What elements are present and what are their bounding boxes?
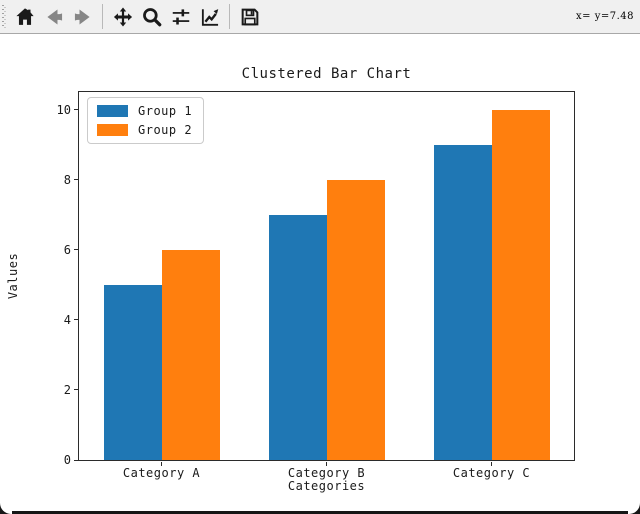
navigation-toolbar: x= y=7.48: [0, 0, 640, 34]
axes-plot-area[interactable]: 0 2 4 6 8 10 Category A Category B Category C Gro…: [57, 91, 575, 480]
y-tick-mark: [74, 389, 78, 391]
bar-group-1-category-c: [433, 144, 492, 460]
home-button[interactable]: [11, 3, 38, 31]
zoom-button[interactable]: [138, 3, 165, 31]
y-tick-mark: [74, 179, 78, 181]
window-corner-left: [0, 503, 12, 514]
y-tick-label: 2: [63, 382, 71, 397]
forward-button[interactable]: [69, 3, 96, 31]
configure-subplots-button[interactable]: [167, 3, 194, 31]
bar-group-2-category-c: [491, 109, 550, 460]
back-arrow-icon: [43, 6, 65, 28]
x-tick-label-category-b: Category B: [287, 466, 366, 480]
legend-swatch-group-1: [97, 105, 128, 117]
y-axis-label: Values: [6, 252, 20, 300]
bar-group-2-category-a: [161, 249, 220, 460]
pan-move-icon: [112, 6, 134, 28]
legend-label: Group 2: [138, 123, 193, 137]
y-tick-label: 4: [63, 312, 71, 327]
pan-button[interactable]: [109, 3, 136, 31]
home-icon: [14, 6, 36, 28]
legend-entry-group-1: Group 1: [97, 104, 192, 118]
back-button[interactable]: [40, 3, 67, 31]
toolbar-buttons: [10, 3, 264, 31]
y-tick-label: 10: [56, 102, 71, 117]
legend-label: Group 1: [138, 104, 193, 118]
x-axis-label: Categories: [287, 479, 366, 493]
sliders-icon: [170, 6, 192, 28]
y-tick-mark: [74, 109, 78, 111]
x-tick-mark: [326, 462, 327, 466]
y-tick-label: 8: [63, 172, 71, 187]
figure-canvas[interactable]: Clustered Bar Chart Values 0 2 4 6 8 10 Catego…: [0, 34, 640, 511]
chart-title: Clustered Bar Chart: [241, 66, 412, 82]
edit-axes-button[interactable]: [196, 3, 223, 31]
zoom-magnifier-icon: [141, 6, 163, 28]
window-bottom-edge: [0, 511, 640, 514]
window-corner-right: [628, 503, 640, 514]
legend: Group 1 Group 2: [87, 97, 205, 144]
forward-arrow-icon: [72, 6, 94, 28]
bar-group-1-category-a: [103, 284, 162, 460]
y-tick-mark: [74, 249, 78, 251]
bar-group-1-category-b: [268, 214, 327, 460]
x-tick-label-category-c: Category C: [452, 466, 531, 480]
toolbar-grip-handle[interactable]: [2, 4, 6, 29]
y-tick-label: 6: [63, 242, 71, 257]
toolbar-separator: [102, 4, 103, 29]
x-tick-label-category-a: Category A: [122, 466, 201, 480]
x-tick-mark: [161, 462, 162, 466]
bar-group-2-category-b: [326, 179, 385, 460]
line-chart-icon: [199, 6, 221, 28]
toolbar-separator: [229, 4, 230, 29]
cursor-position-readout: x= y=7.48: [576, 11, 634, 22]
floppy-disk-icon: [239, 6, 261, 28]
legend-entry-group-2: Group 2: [97, 123, 192, 137]
y-tick-mark: [74, 319, 78, 321]
legend-swatch-group-2: [97, 124, 128, 136]
save-button[interactable]: [236, 3, 263, 31]
y-tick-mark: [74, 459, 78, 461]
y-tick-label: 0: [63, 453, 71, 467]
x-tick-mark: [491, 462, 492, 466]
